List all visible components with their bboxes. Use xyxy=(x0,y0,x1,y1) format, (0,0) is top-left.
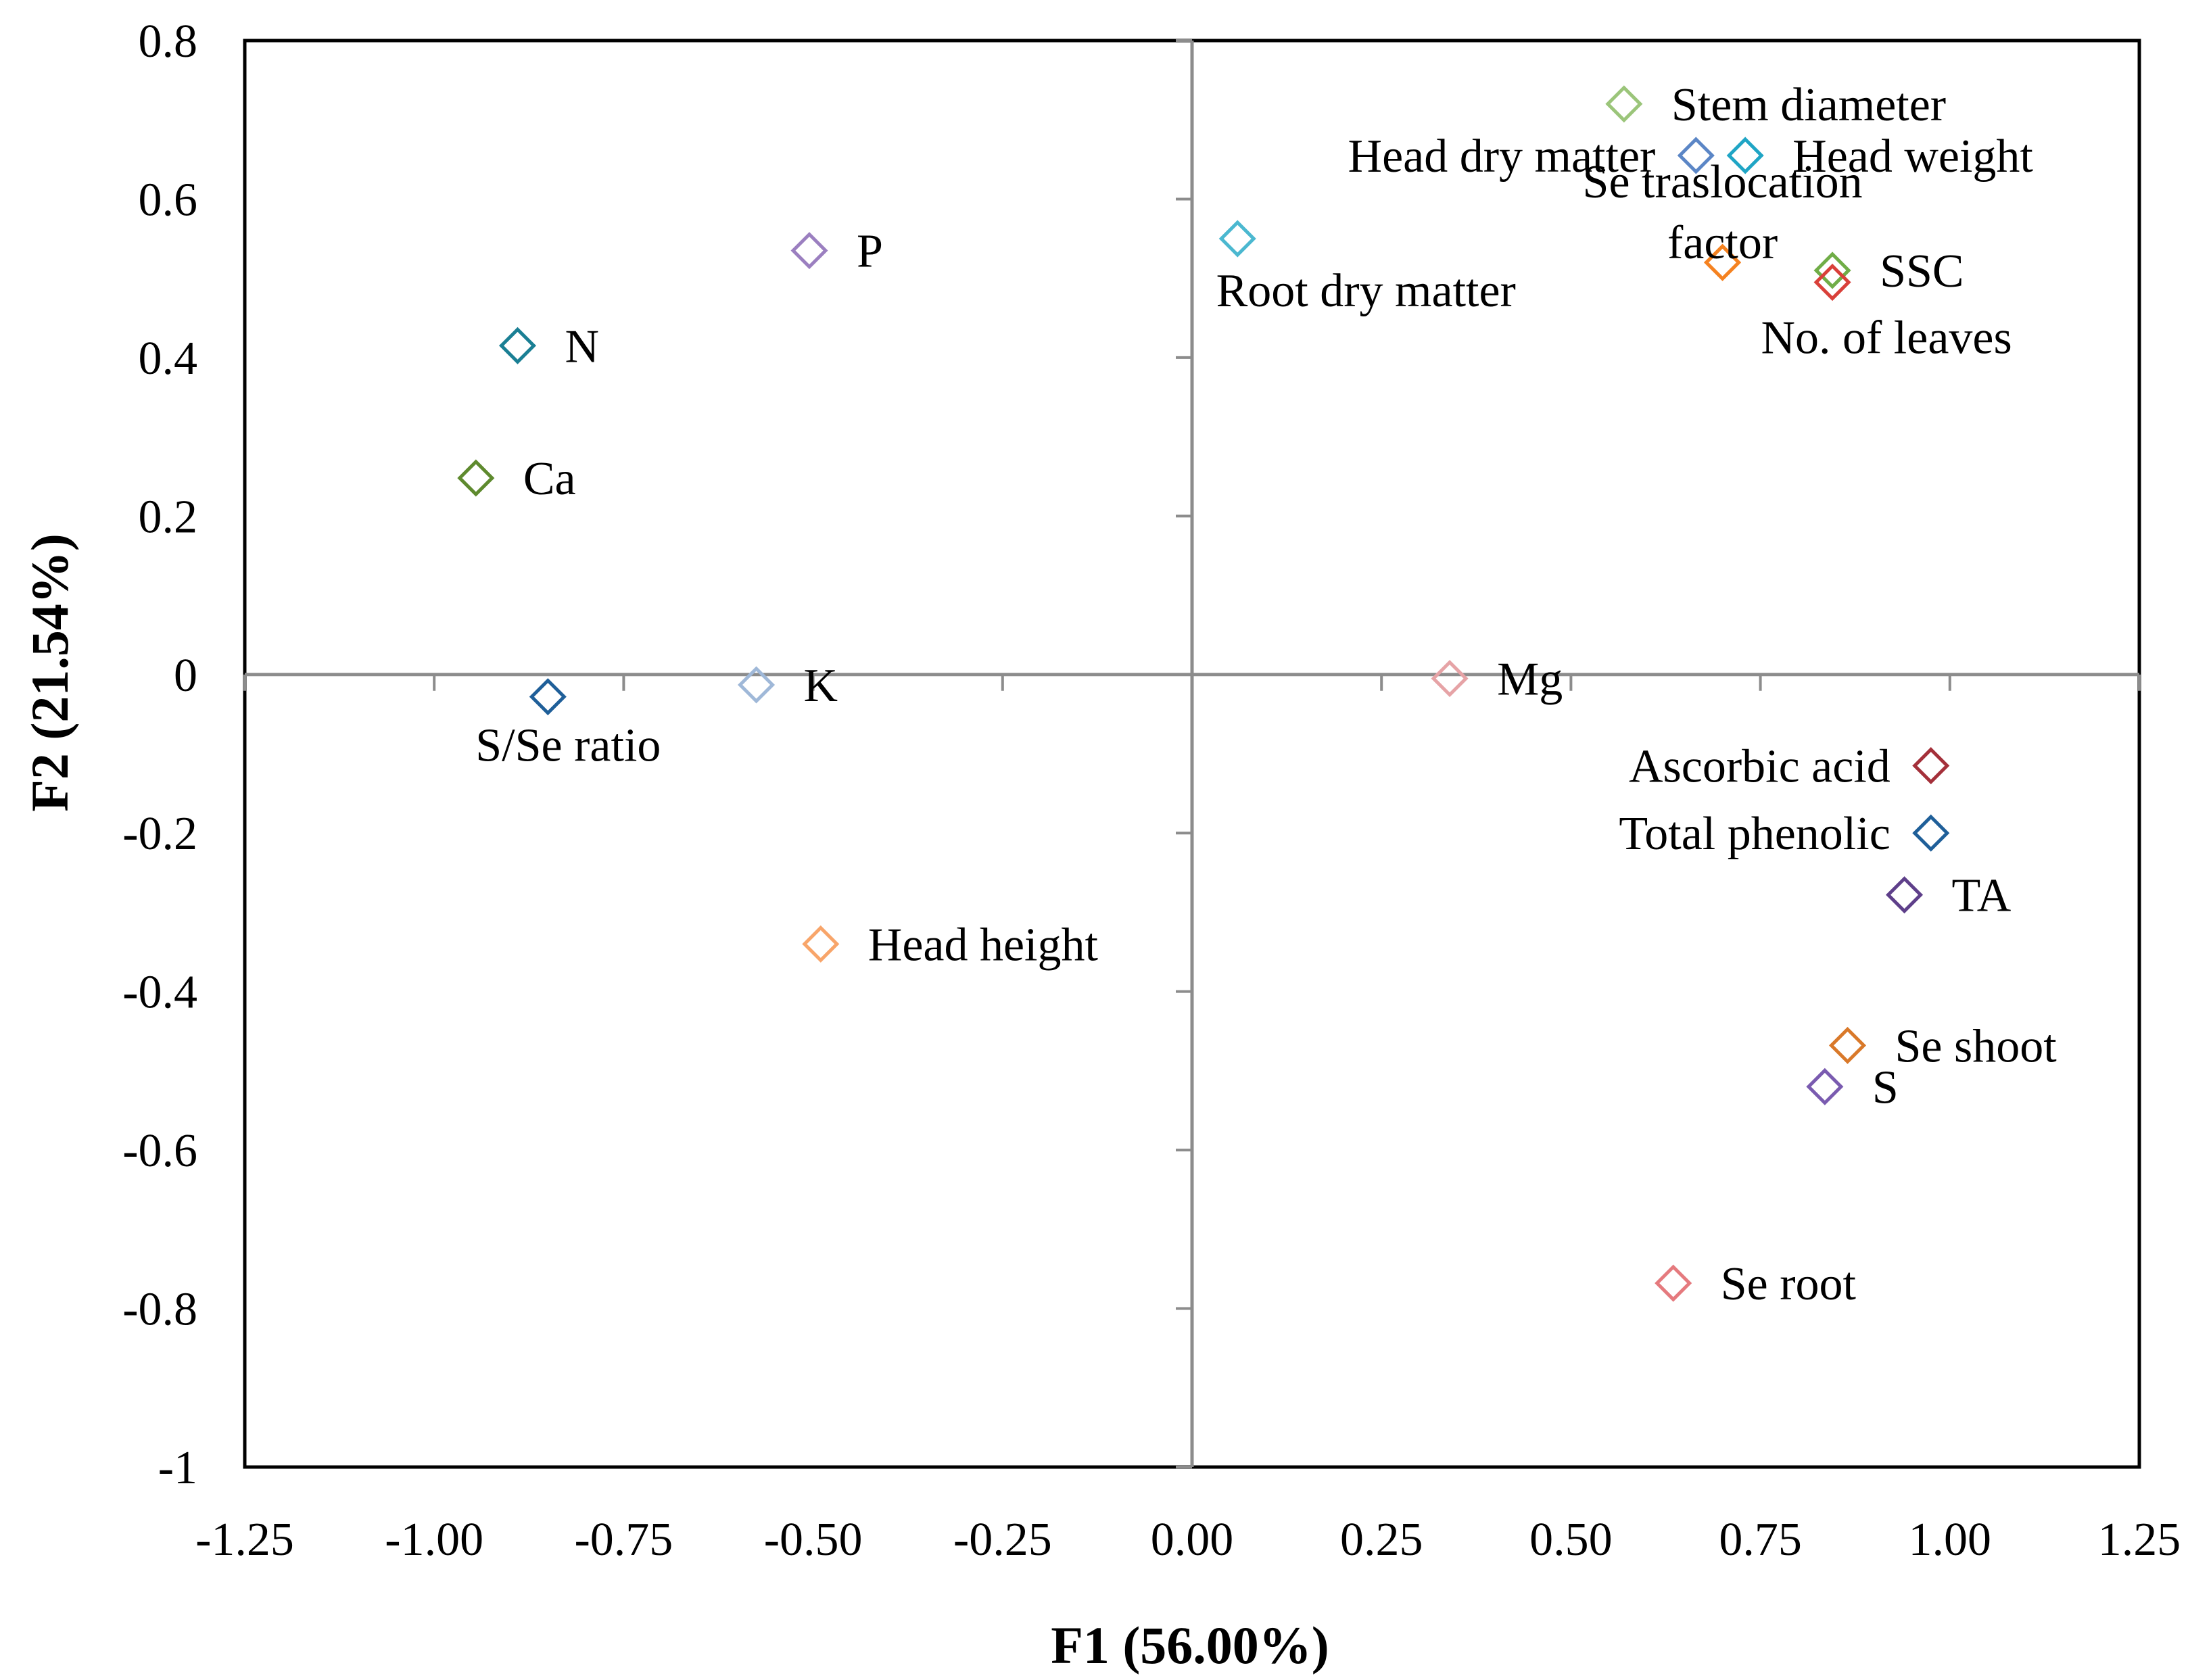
point-marker xyxy=(1813,251,1851,289)
point-label: factor xyxy=(1667,217,1778,269)
y-axis-title: F2 (21.54%) xyxy=(20,533,79,812)
point-marker xyxy=(457,459,495,497)
point-label: Mg xyxy=(1497,654,1563,706)
point-marker xyxy=(790,232,828,270)
point-label: SSC xyxy=(1880,245,1964,297)
point-marker xyxy=(1828,1026,1867,1064)
x-tick-label: 1.00 xyxy=(1909,1514,1992,1566)
point-marker xyxy=(1912,747,1950,785)
point-marker xyxy=(1655,1264,1692,1302)
point-marker xyxy=(1886,876,1924,914)
x-tick-label: 0.25 xyxy=(1340,1514,1423,1566)
point-label: Root dry matter xyxy=(1216,265,1516,317)
point-marker xyxy=(1912,814,1950,852)
point-marker xyxy=(1726,137,1764,174)
point-marker xyxy=(529,678,567,716)
point-marker xyxy=(1677,137,1715,174)
y-tick-label: -0.6 xyxy=(122,1125,197,1177)
point-label: Total phenolic xyxy=(1619,808,1890,860)
point-label: Se shoot xyxy=(1895,1020,2057,1072)
x-axis-title: F1 (56.00%) xyxy=(1051,1616,1329,1675)
point-label: No. of leaves xyxy=(1761,312,2012,364)
point-marker xyxy=(802,925,840,963)
x-tick-label: 0.00 xyxy=(1151,1514,1234,1566)
x-tick-label: 0.75 xyxy=(1719,1514,1802,1566)
point-label: Head height xyxy=(868,919,1099,971)
point-label: N xyxy=(565,320,599,373)
x-tick-label: 1.25 xyxy=(2098,1514,2181,1566)
point-label: Ascorbic acid xyxy=(1629,741,1890,793)
x-tick-label: -1.25 xyxy=(195,1514,294,1566)
y-tick-label: 0.6 xyxy=(139,174,198,226)
x-tick-label: -0.75 xyxy=(574,1514,673,1566)
point-label: Ca xyxy=(523,453,576,505)
y-tick-label: 0.4 xyxy=(139,333,198,385)
point-label: Head weight xyxy=(1792,130,2033,183)
point-label: Stem diameter xyxy=(1671,79,1946,131)
y-tick-label: 0.2 xyxy=(139,491,198,543)
point-label: Se traslocation xyxy=(1583,156,1863,208)
point-marker xyxy=(1431,660,1469,698)
point-marker xyxy=(738,666,776,704)
x-tick-label: 0.50 xyxy=(1529,1514,1613,1566)
point-marker xyxy=(1605,85,1643,123)
point-marker xyxy=(1806,1067,1844,1105)
point-label: TA xyxy=(1952,870,2012,922)
x-tick-label: -0.25 xyxy=(953,1514,1052,1566)
point-marker xyxy=(1704,243,1742,281)
point-label: K xyxy=(804,660,838,712)
point-label: P xyxy=(857,226,883,278)
y-tick-label: -0.8 xyxy=(122,1284,197,1336)
y-tick-label: 0 xyxy=(174,650,197,702)
y-tick-label: -1 xyxy=(158,1442,197,1494)
point-marker xyxy=(498,327,537,364)
y-tick-label: -0.4 xyxy=(122,967,197,1019)
x-tick-label: -0.50 xyxy=(764,1514,863,1566)
point-label: S xyxy=(1872,1061,1899,1113)
point-marker xyxy=(1813,263,1851,302)
point-label: Se root xyxy=(1721,1258,1857,1310)
point-label: Head dry matter xyxy=(1348,130,1656,183)
axes-layer: -1.25 -1.00 -0.75 -0.50 -0.25 0.00 0.25 0.50 0.7… xyxy=(122,16,2181,1566)
x-tick-label: -1.00 xyxy=(385,1514,483,1566)
point-marker xyxy=(1218,220,1256,258)
y-tick-label: 0.8 xyxy=(139,16,198,68)
point-label: S/Se ratio xyxy=(475,720,661,772)
y-tick-label: -0.2 xyxy=(122,808,197,860)
